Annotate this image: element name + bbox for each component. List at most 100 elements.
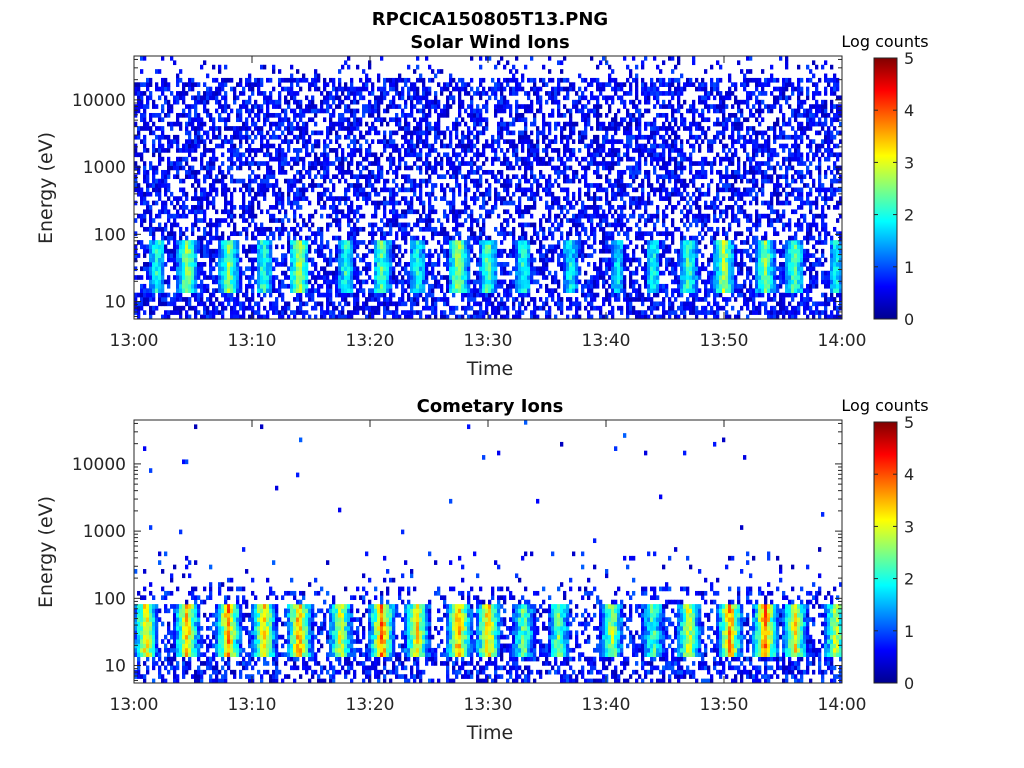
heatmap-cell bbox=[389, 257, 393, 263]
heatmap-cell bbox=[422, 205, 426, 210]
heatmap-cell bbox=[347, 248, 351, 254]
heatmap-cell bbox=[818, 174, 822, 180]
heatmap-cell bbox=[689, 279, 693, 285]
heatmap-cell bbox=[821, 301, 825, 307]
heatmap-cell bbox=[710, 283, 714, 289]
heatmap-cell bbox=[698, 266, 702, 272]
heatmap-cell bbox=[635, 205, 639, 210]
heatmap-cell bbox=[281, 200, 285, 206]
heatmap-cell bbox=[401, 275, 405, 280]
heatmap-cell bbox=[623, 297, 627, 302]
heatmap-cell bbox=[374, 283, 378, 289]
heatmap-cell bbox=[140, 218, 144, 223]
heatmap-cell bbox=[614, 191, 618, 197]
heatmap-cell bbox=[656, 178, 660, 184]
heatmap-cell bbox=[443, 213, 447, 219]
heatmap-cell bbox=[806, 191, 810, 197]
heatmap-cell bbox=[230, 270, 234, 276]
heatmap-cell bbox=[542, 270, 546, 276]
heatmap-cell bbox=[389, 288, 393, 293]
heatmap-cell bbox=[506, 191, 510, 197]
heatmap-cell bbox=[380, 270, 384, 276]
heatmap-cell bbox=[782, 305, 786, 311]
heatmap-cell bbox=[698, 205, 702, 210]
heatmap-cell bbox=[674, 183, 678, 188]
heatmap-cell bbox=[692, 283, 696, 289]
heatmap-cell bbox=[410, 305, 414, 311]
heatmap-cell bbox=[380, 165, 384, 171]
heatmap-cell bbox=[377, 253, 381, 258]
heatmap-cell bbox=[323, 191, 327, 197]
heatmap-cell bbox=[803, 213, 807, 219]
heatmap-cell bbox=[230, 257, 234, 263]
heatmap-cell bbox=[413, 253, 417, 258]
heatmap-cell bbox=[233, 226, 237, 232]
heatmap-cell bbox=[380, 235, 384, 241]
heatmap-cell bbox=[146, 288, 150, 293]
heatmap-cell bbox=[455, 288, 459, 293]
heatmap-cell bbox=[521, 226, 525, 232]
heatmap-cell bbox=[563, 275, 567, 280]
heatmap-cell bbox=[200, 244, 204, 250]
heatmap-cell bbox=[410, 183, 414, 188]
heatmap-cell bbox=[569, 301, 573, 307]
heatmap-cell bbox=[281, 196, 285, 201]
heatmap-cell bbox=[431, 310, 435, 315]
heatmap-cell bbox=[242, 191, 246, 197]
heatmap-cell bbox=[404, 266, 408, 272]
heatmap-cell bbox=[191, 253, 195, 258]
heatmap-cell bbox=[668, 200, 672, 206]
heatmap-cell bbox=[803, 310, 807, 315]
heatmap-cell bbox=[548, 218, 552, 223]
heatmap-cell bbox=[668, 191, 672, 197]
heatmap-cell bbox=[683, 178, 687, 184]
heatmap-cell bbox=[749, 266, 753, 272]
heatmap-cell bbox=[617, 262, 621, 267]
heatmap-cell bbox=[362, 292, 366, 298]
heatmap-cell bbox=[173, 213, 177, 219]
heatmap-cell bbox=[725, 178, 729, 184]
heatmap-cell bbox=[647, 275, 651, 280]
heatmap-cell bbox=[356, 244, 360, 250]
heatmap-cell bbox=[653, 240, 657, 245]
heatmap-cell bbox=[608, 292, 612, 298]
heatmap-cell bbox=[338, 165, 342, 171]
heatmap-cell bbox=[731, 218, 735, 223]
heatmap-cell bbox=[725, 279, 729, 285]
heatmap-cell bbox=[773, 253, 777, 258]
heatmap-cell bbox=[293, 314, 297, 320]
heatmap-cell bbox=[464, 240, 468, 245]
heatmap-cell bbox=[320, 165, 324, 171]
heatmap-cell bbox=[230, 231, 234, 237]
heatmap-cell bbox=[410, 297, 414, 302]
heatmap-cell bbox=[569, 226, 573, 232]
heatmap-cell bbox=[569, 200, 573, 206]
heatmap-cell bbox=[791, 174, 795, 180]
heatmap-cell bbox=[326, 213, 330, 219]
panel-title-solar-wind: Solar Wind Ions bbox=[410, 32, 569, 53]
heatmap-cell bbox=[470, 279, 474, 285]
heatmap-cell bbox=[392, 209, 396, 215]
heatmap-cell bbox=[524, 187, 528, 193]
heatmap-cell bbox=[500, 231, 504, 237]
heatmap-cell bbox=[830, 314, 834, 320]
heatmap-cell bbox=[425, 178, 429, 184]
heatmap-cell bbox=[488, 257, 492, 263]
heatmap-cell bbox=[557, 305, 561, 311]
heatmap-cell bbox=[692, 275, 696, 280]
heatmap-cell bbox=[572, 270, 576, 276]
heatmap-cell bbox=[305, 257, 309, 263]
heatmap-cell bbox=[743, 283, 747, 289]
heatmap-cell bbox=[650, 279, 654, 285]
heatmap-cell bbox=[365, 183, 369, 188]
heatmap-cell bbox=[458, 213, 462, 219]
heatmap-cell bbox=[503, 200, 507, 206]
heatmap-cell bbox=[134, 231, 138, 237]
heatmap-cell bbox=[269, 218, 273, 223]
heatmap-cell bbox=[713, 288, 717, 293]
heatmap-cell bbox=[671, 205, 675, 210]
heatmap-cell bbox=[251, 196, 255, 201]
heatmap-cell bbox=[692, 213, 696, 219]
heatmap-cell bbox=[227, 301, 231, 307]
heatmap-cell bbox=[590, 301, 594, 307]
